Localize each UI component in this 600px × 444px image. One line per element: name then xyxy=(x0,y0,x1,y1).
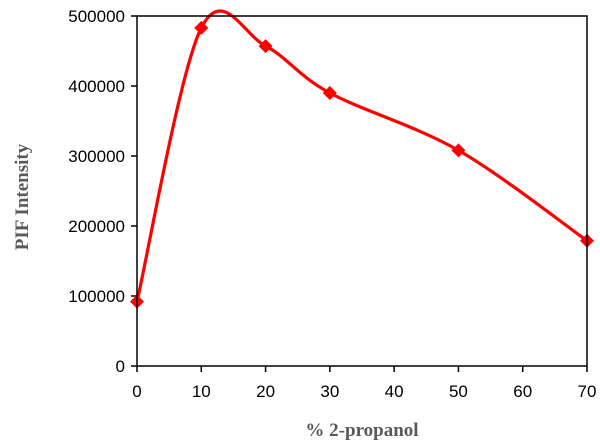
x-axis-ticks xyxy=(136,366,588,372)
x-tick-label: 30 xyxy=(320,382,339,401)
x-axis-title: % 2-propanol xyxy=(305,420,418,441)
data-point-marker xyxy=(258,39,273,54)
x-tick-label: 50 xyxy=(449,382,468,401)
y-tick-label: 0 xyxy=(116,357,125,376)
y-tick-label: 100000 xyxy=(68,287,125,306)
y-axis-tick-labels: 0 100000 200000 300000 400000 500000 xyxy=(68,7,125,376)
x-tick-label: 10 xyxy=(192,382,211,401)
data-point-marker xyxy=(194,20,209,35)
data-point-marker xyxy=(451,143,466,158)
series-markers xyxy=(130,20,594,309)
y-tick-label: 500000 xyxy=(68,7,125,26)
plot-area-frame xyxy=(136,15,588,367)
x-axis-tick-labels: 0 10 20 30 40 50 60 70 xyxy=(132,382,596,401)
x-tick-label: 0 xyxy=(132,382,141,401)
x-tick-label: 60 xyxy=(513,382,532,401)
y-tick-label: 200000 xyxy=(68,217,125,236)
x-tick-label: 70 xyxy=(578,382,597,401)
x-tick-label: 20 xyxy=(256,382,275,401)
y-axis-title: PIF Intensity xyxy=(12,143,33,250)
y-tick-label: 300000 xyxy=(68,147,125,166)
y-axis-ticks xyxy=(131,15,137,367)
series-line xyxy=(135,9,589,304)
x-tick-label: 40 xyxy=(385,382,404,401)
data-point-marker xyxy=(322,86,337,100)
y-tick-label: 400000 xyxy=(68,77,125,96)
